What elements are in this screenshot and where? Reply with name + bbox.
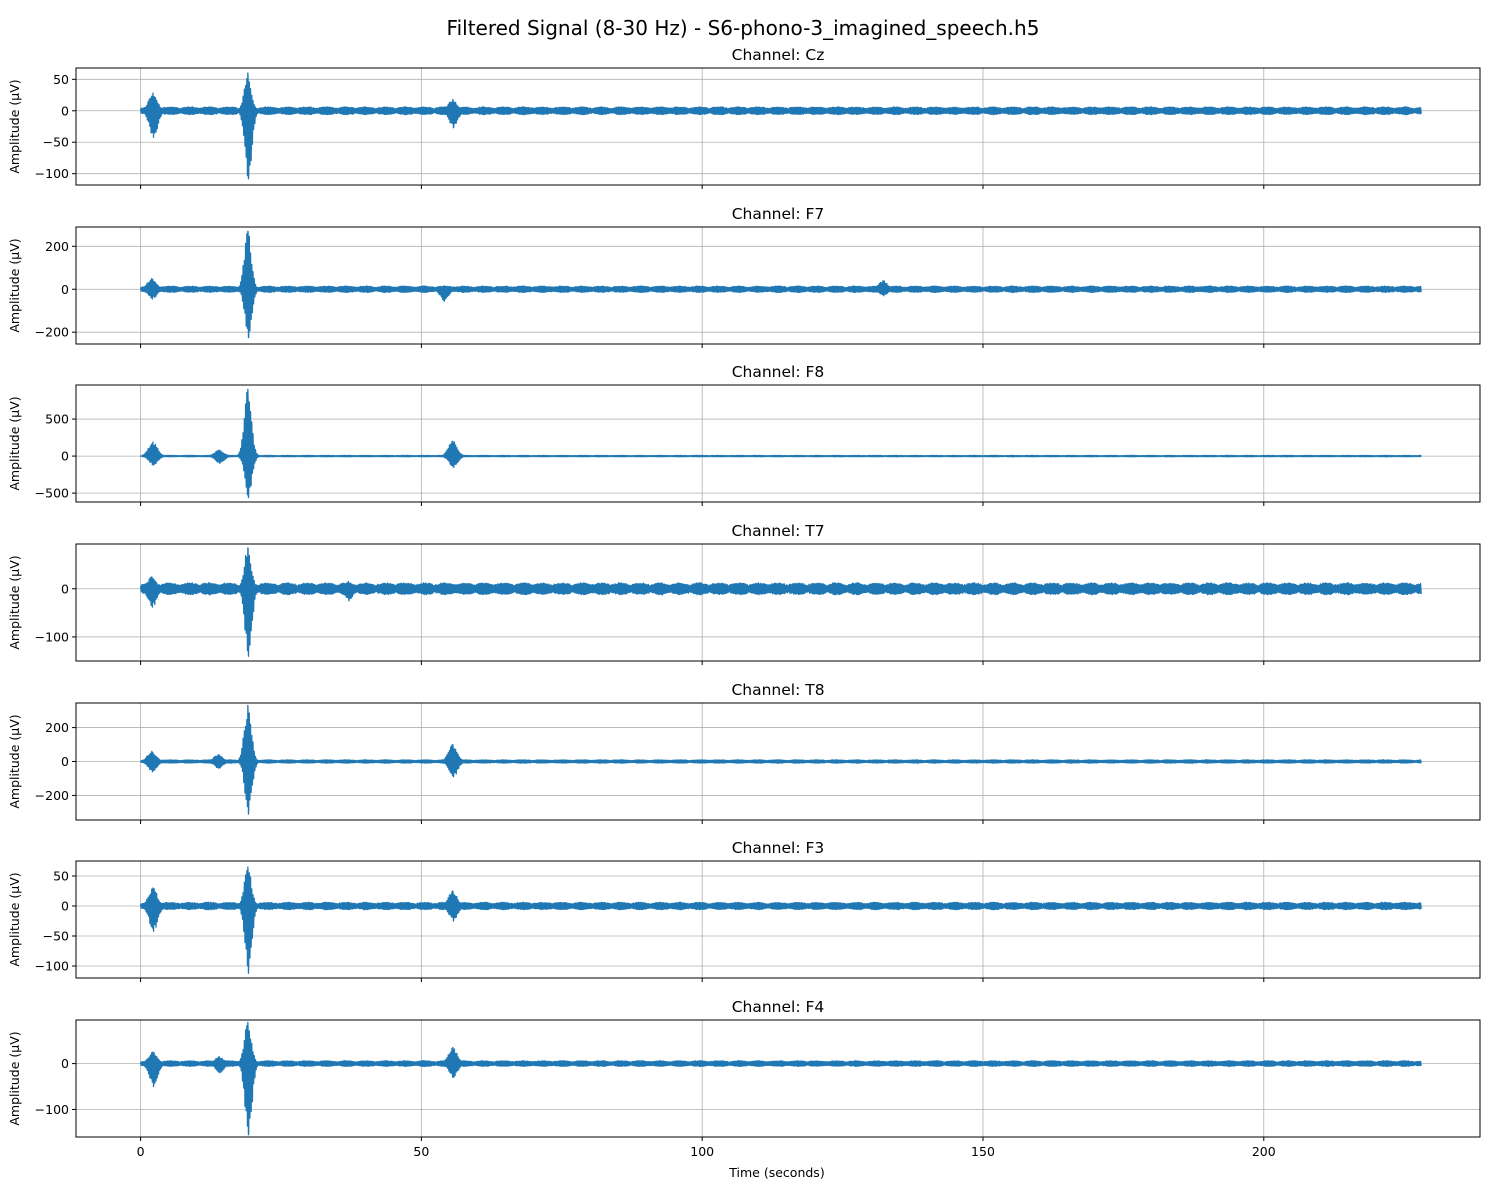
y-axis-label: Amplitude (µV)	[7, 1031, 22, 1125]
plot-frame	[75, 384, 1481, 503]
y-tick-label: 500	[45, 412, 69, 427]
panel-4: 0 −100 Channel: T7 Amplitude (µV)	[7, 522, 1481, 665]
y-tick-label: 0	[61, 103, 69, 118]
x-tick-label: 50	[413, 1144, 429, 1159]
figure-title: Filtered Signal (8-30 Hz) - S6-phono-3_i…	[447, 16, 1040, 40]
plot-frame	[75, 67, 1481, 186]
panel-title: Channel: T8	[731, 681, 824, 699]
panel-7: 0 −100 0 50 100 150 200 Channel: F4 Amplitude (µ…	[7, 998, 1481, 1159]
y-tick-label: −50	[43, 929, 69, 944]
x-tick-label: 100	[690, 1144, 714, 1159]
x-tick-label: 200	[1252, 1144, 1276, 1159]
y-axis-label: Amplitude (µV)	[7, 872, 22, 966]
panel-1: 50 0 −50 −100 Channel: Cz Amplitude (µV)	[7, 46, 1481, 189]
signal-trace	[139, 704, 1422, 815]
y-tick-label: −100	[35, 166, 69, 181]
y-axis-label: Amplitude (µV)	[7, 79, 22, 173]
y-axis-label: Amplitude (µV)	[7, 396, 22, 490]
y-axis-label: Amplitude (µV)	[7, 714, 22, 808]
y-tick-label: 0	[61, 754, 69, 769]
signal-trace	[139, 230, 1422, 339]
x-tick-label: 0	[137, 1144, 145, 1159]
plot-frame	[75, 226, 1481, 345]
panel-title: Channel: T7	[731, 522, 824, 540]
signal-trace	[139, 72, 1422, 180]
y-tick-label: 200	[45, 239, 69, 254]
signal-trace	[140, 388, 1422, 499]
y-tick-label: −500	[35, 486, 69, 501]
x-axis-label: Time (seconds)	[728, 1165, 824, 1180]
y-tick-label: 0	[61, 899, 69, 914]
y-tick-label: −100	[35, 629, 69, 644]
y-axis-label: Amplitude (µV)	[7, 555, 22, 649]
panel-3: 500 0 −500 Channel: F8 Amplitude (µV)	[7, 363, 1481, 506]
plot-frame	[75, 860, 1481, 979]
y-tick-label: −100	[35, 1102, 69, 1117]
y-tick-label: 0	[61, 282, 69, 297]
plot-frame	[75, 1019, 1481, 1138]
panel-6: 50 0 −50 −100 Channel: F3 Amplitude (µV)	[7, 839, 1481, 982]
y-tick-label: 0	[61, 581, 69, 596]
y-tick-label: −50	[43, 135, 69, 150]
panel-title: Channel: Cz	[732, 46, 825, 64]
y-tick-label: 0	[61, 449, 69, 464]
plot-frame	[75, 543, 1481, 662]
panel-title: Channel: F3	[732, 839, 825, 857]
signal-trace	[139, 866, 1422, 974]
y-tick-label: 0	[61, 1056, 69, 1071]
y-tick-label: −200	[35, 325, 69, 340]
signal-trace	[139, 1021, 1422, 1136]
x-tick-label: 150	[971, 1144, 995, 1159]
panel-title: Channel: F4	[732, 998, 825, 1016]
panel-5: 200 0 −200 Channel: T8 Amplitude (µV)	[7, 681, 1481, 824]
y-tick-label: 50	[53, 72, 69, 87]
y-tick-label: −100	[35, 959, 69, 974]
panel-2: 200 0 −200 Channel: F7 Amplitude (µV)	[7, 205, 1481, 348]
y-axis-label: Amplitude (µV)	[7, 238, 22, 332]
y-tick-label: 50	[53, 869, 69, 884]
y-tick-label: −200	[35, 788, 69, 803]
panel-title: Channel: F7	[732, 205, 825, 223]
y-tick-label: 200	[45, 720, 69, 735]
signal-trace	[139, 547, 1422, 657]
panel-title: Channel: F8	[732, 363, 825, 381]
